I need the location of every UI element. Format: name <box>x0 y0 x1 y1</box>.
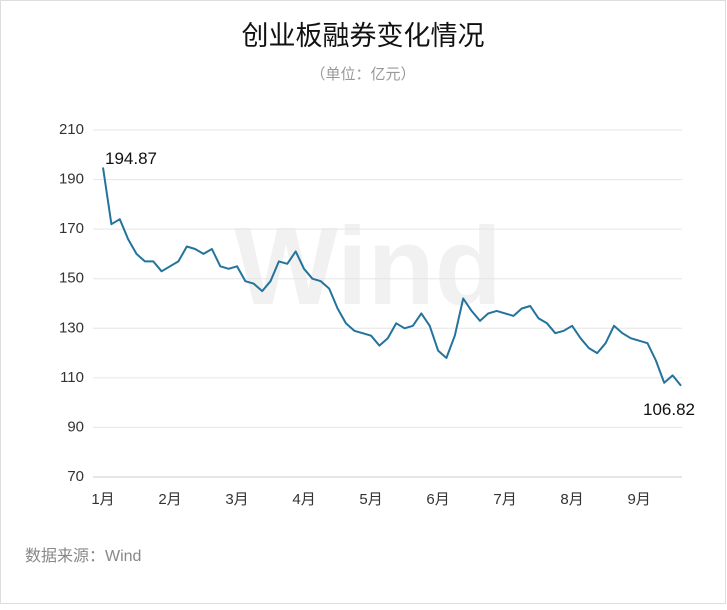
chart-subtitle: （单位：亿元） <box>310 66 415 83</box>
x-tick-label: 8月 <box>560 491 583 508</box>
x-tick-label: 7月 <box>493 491 516 508</box>
x-tick-label: 1月 <box>91 491 114 508</box>
data-label: 106.82 <box>643 400 695 419</box>
x-tick-label: 6月 <box>426 491 449 508</box>
source-note: 数据来源：Wind <box>25 547 141 565</box>
y-tick-label: 90 <box>67 418 84 435</box>
x-tick-label: 5月 <box>359 491 382 508</box>
x-tick-label: 2月 <box>158 491 181 508</box>
y-tick-label: 150 <box>59 270 84 287</box>
x-tick-label: 3月 <box>225 491 248 508</box>
chart-title: 创业板融券变化情况 <box>242 21 485 51</box>
watermark: Wind <box>234 205 502 328</box>
x-tick-label: 9月 <box>627 491 650 508</box>
data-line <box>102 167 682 387</box>
y-tick-label: 170 <box>59 220 84 237</box>
y-tick-label: 210 <box>59 121 84 138</box>
y-tick-label: 110 <box>60 369 84 386</box>
y-tick-label: 130 <box>59 319 84 336</box>
y-tick-label: 190 <box>59 171 84 188</box>
data-label: 194.87 <box>105 149 157 168</box>
x-tick-label: 4月 <box>292 491 315 508</box>
y-tick-label: 70 <box>67 468 84 485</box>
